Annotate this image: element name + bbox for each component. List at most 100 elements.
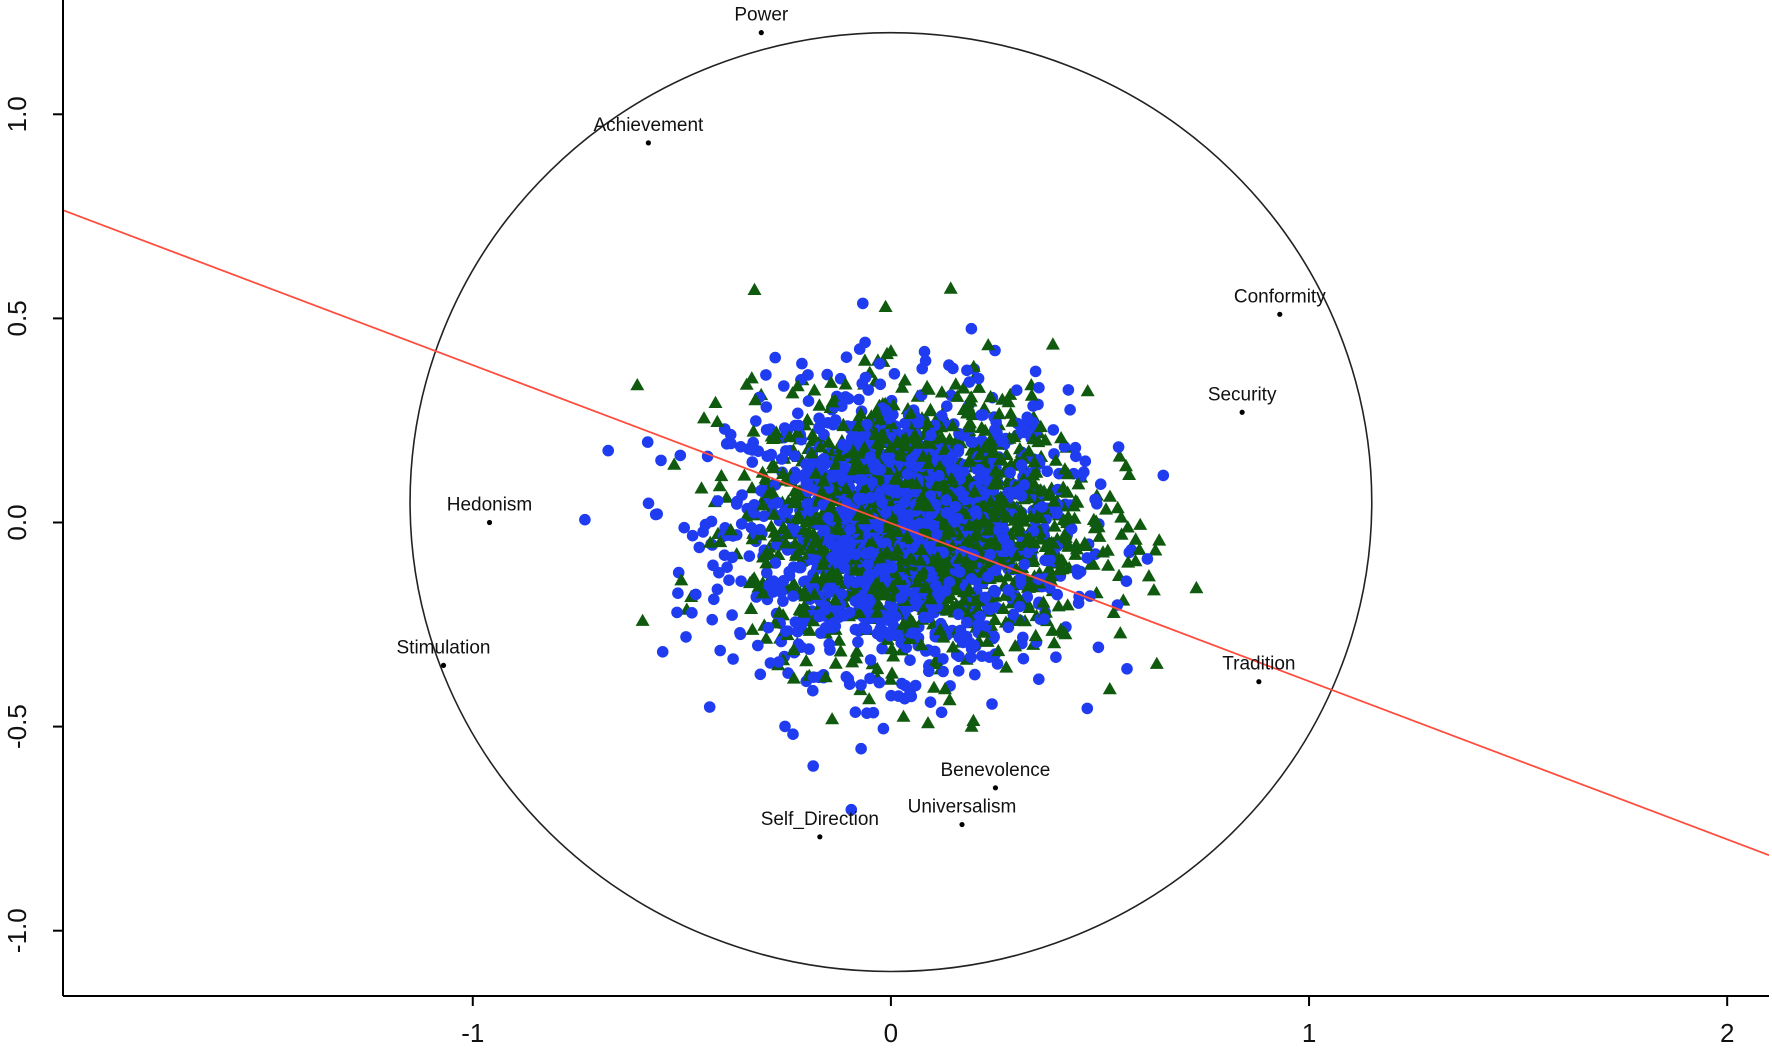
data-point-circle (642, 497, 655, 510)
data-point-triangle (948, 377, 963, 390)
data-point-circle (919, 355, 932, 367)
data-point-triangle (765, 461, 780, 474)
data-point-circle (952, 443, 965, 456)
data-point-triangle (937, 442, 952, 455)
data-point-triangle (943, 281, 958, 294)
data-point-triangle (900, 529, 914, 542)
data-point-triangle (1020, 580, 1035, 593)
data-point-circle (885, 689, 897, 702)
data-point-circle (817, 498, 829, 511)
data-point-circle (989, 586, 1001, 598)
data-point-circle (792, 407, 804, 420)
data-point-triangle (853, 508, 868, 521)
data-point-triangle (766, 507, 781, 520)
data-point-circle (1001, 540, 1013, 553)
data-point-triangle (808, 532, 823, 545)
data-point-circle (899, 519, 911, 532)
data-point-triangle (937, 478, 952, 492)
data-point-triangle (1012, 524, 1027, 537)
data-point-triangle (932, 459, 947, 472)
data-point-triangle (768, 431, 783, 444)
data-point-triangle (991, 643, 1006, 657)
data-point-circle (935, 617, 947, 630)
data-point-triangle (1071, 477, 1086, 490)
data-point-circle (822, 512, 834, 524)
value-marker (992, 785, 999, 791)
data-point-triangle (813, 440, 828, 453)
data-point-circle (965, 436, 978, 448)
data-point-circle (986, 698, 998, 710)
data-point-circle (1033, 381, 1045, 394)
data-point-triangle (808, 466, 823, 479)
data-point-triangle (838, 377, 853, 390)
data-point-circle (730, 498, 743, 510)
data-point-circle (923, 665, 935, 678)
data-point-triangle (938, 682, 952, 695)
data-point-circle (895, 591, 907, 604)
data-point-triangle (1114, 527, 1129, 540)
data-point-circle (693, 541, 706, 554)
data-point-triangle (952, 551, 967, 564)
data-point-circle (823, 533, 835, 546)
data-point-triangle (970, 539, 985, 552)
data-point-circle (972, 372, 985, 385)
data-point-triangle (739, 377, 754, 390)
data-point-triangle (866, 584, 880, 597)
data-point-triangle (914, 542, 929, 555)
data-point-triangle (747, 282, 762, 295)
data-point-triangle (748, 393, 763, 406)
value-label: Achievement (593, 115, 704, 136)
data-point-circle (877, 562, 890, 575)
value-label: Power (734, 5, 789, 26)
x-tick-label: 2 (1720, 1018, 1734, 1048)
value-label: Universalism (908, 797, 1017, 818)
data-point-circle (1002, 584, 1014, 596)
data-point-circle (811, 458, 823, 471)
data-point-circle (935, 706, 948, 719)
data-point-circle (836, 400, 848, 413)
data-point-circle (840, 439, 853, 452)
data-point-triangle (1060, 598, 1075, 611)
data-point-triangle (1103, 489, 1117, 502)
data-point-circle (941, 400, 953, 413)
data-point-triangle (1009, 549, 1024, 562)
data-point-circle (780, 625, 792, 637)
data-point-triangle (857, 353, 872, 366)
data-point-circle (792, 419, 805, 432)
data-point-circle (1019, 420, 1031, 433)
data-point-circle (783, 566, 795, 578)
data-point-triangle (807, 587, 822, 600)
data-point-circle (1015, 459, 1028, 471)
data-point-circle (767, 575, 780, 587)
data-point-circle (973, 463, 986, 476)
data-point-triangle (848, 562, 863, 576)
data-point-triangle (1042, 561, 1057, 574)
data-point-triangle (756, 498, 770, 511)
data-point-circle (927, 571, 939, 583)
data-point-triangle (778, 536, 793, 549)
data-point-circle (734, 441, 747, 453)
data-point-triangle (703, 535, 718, 548)
data-point-circle (989, 423, 1001, 436)
data-point-circle (905, 453, 918, 466)
data-point-triangle (936, 563, 951, 577)
data-point-triangle (1106, 605, 1121, 618)
value-marker (817, 834, 823, 840)
data-point-circle (879, 572, 891, 585)
data-point-circle (680, 631, 692, 643)
data-point-triangle (987, 504, 1002, 517)
data-point-circle (1047, 424, 1060, 436)
data-point-circle (867, 706, 880, 719)
data-point-circle (777, 506, 790, 519)
data-point-triangle (1057, 462, 1072, 475)
data-point-triangle (816, 557, 830, 570)
data-point-triangle (960, 607, 975, 620)
data-point-circle (856, 377, 868, 390)
value-marker (959, 821, 965, 828)
data-point-triangle (832, 522, 847, 535)
value-marker (1239, 409, 1245, 415)
data-point-circle (1015, 578, 1027, 590)
data-point-triangle (1089, 514, 1104, 527)
data-point-triangle (765, 485, 780, 498)
